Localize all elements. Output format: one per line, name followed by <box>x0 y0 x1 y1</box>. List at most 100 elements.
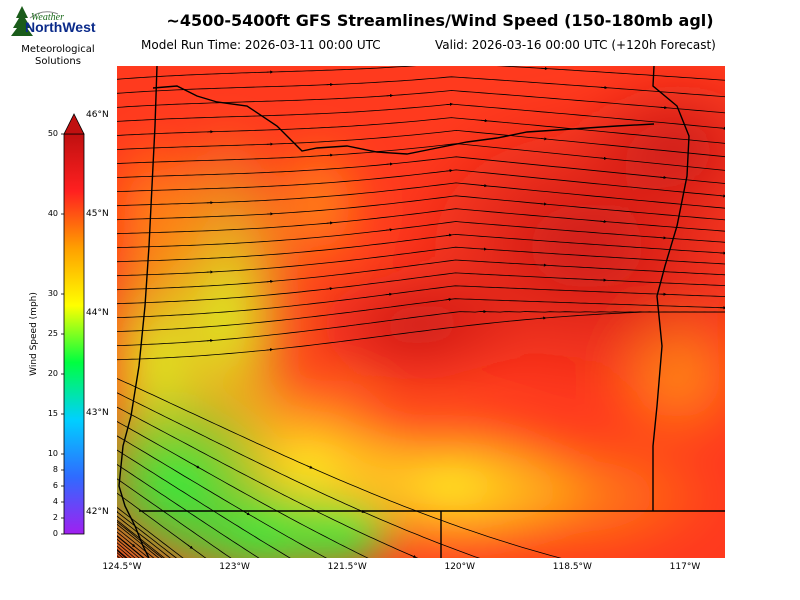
streamline-arrow <box>306 465 313 469</box>
streamline <box>117 298 725 333</box>
svg-text:Weather: Weather <box>31 12 64 23</box>
streamline <box>117 449 291 558</box>
coastline <box>118 66 158 558</box>
streamline-arrow <box>266 348 274 352</box>
streamline-arrow <box>244 511 251 516</box>
latitude-label: 45°N <box>86 209 109 220</box>
colorbar-tick-label: 10 <box>47 449 58 458</box>
state-boundaries <box>118 66 725 558</box>
colorbar-tick-label: 50 <box>47 129 58 138</box>
streamline <box>117 531 150 558</box>
streamline-arrow <box>445 233 453 237</box>
streamline <box>117 156 725 184</box>
colorbar-gradient <box>63 133 85 535</box>
wind-speed-colorbar <box>61 113 85 535</box>
streamline <box>117 478 232 558</box>
wind-field-shading <box>117 66 725 558</box>
longitude-label: 124.5°W <box>102 562 142 572</box>
streamline <box>117 285 725 319</box>
streamline <box>117 535 145 558</box>
streamline-arrow <box>446 102 454 106</box>
logo-line-1: Meteorological <box>21 44 95 55</box>
colorbar-tick-label: 20 <box>47 369 58 378</box>
streamline <box>117 76 725 98</box>
streamline <box>117 169 725 197</box>
streamline <box>117 103 725 129</box>
washington-oregon-border <box>152 85 655 155</box>
streamline-arrow <box>130 542 136 548</box>
streamline-arrow <box>600 156 608 160</box>
svg-text:NorthWest: NorthWest <box>25 19 96 35</box>
streamline <box>117 519 166 558</box>
streamline <box>117 515 171 558</box>
streamline-arrow <box>480 184 488 188</box>
streamline <box>117 233 725 263</box>
streamline-arrow <box>410 554 417 558</box>
streamline <box>117 492 207 558</box>
streamline <box>117 507 184 558</box>
latitude-label: 46°N <box>86 109 109 120</box>
streamline <box>117 406 419 558</box>
streamline-map <box>117 66 725 558</box>
streamline <box>117 221 725 249</box>
streamline <box>117 527 155 558</box>
colorbar-tick-label: 40 <box>47 209 58 218</box>
streamline-arrow <box>481 119 488 123</box>
weather-northwest-logo: Weather NorthWest <box>8 4 108 70</box>
longitude-label: 123°W <box>219 562 250 572</box>
colorbar-tick-label: 25 <box>47 329 58 338</box>
colorbar-tick-label: 30 <box>47 289 58 298</box>
colorbar-extend-arrow <box>63 113 85 135</box>
streamline-arrow <box>326 287 333 291</box>
colorbar-tick-label: 6 <box>52 481 58 490</box>
colorbar-tick-label: 0 <box>52 529 58 538</box>
streamline <box>117 511 177 558</box>
streamline <box>117 208 725 235</box>
streamline <box>117 549 127 558</box>
streamline <box>117 523 160 558</box>
valid-time: Valid: 2026-03-16 00:00 UTC (+120h Forec… <box>435 38 716 52</box>
longitude-label: 117°W <box>669 562 701 572</box>
streamline-arrow <box>193 464 200 469</box>
streamline-arrow <box>385 292 393 296</box>
pine-tree-icon: Weather NorthWest <box>11 6 96 36</box>
map-title: ~4500-5400ft GFS Streamlines/Wind Speed … <box>166 11 714 30</box>
streamline <box>117 129 725 158</box>
streamline <box>117 311 725 361</box>
streamline-arrow <box>326 221 334 225</box>
streamlines <box>117 66 725 558</box>
streamline-arrow <box>445 297 452 302</box>
latitude-label: 44°N <box>86 308 109 319</box>
streamline-arrow <box>540 137 548 141</box>
streamline <box>117 90 725 114</box>
streamline <box>117 463 260 558</box>
colorbar-tick-label: 15 <box>47 409 58 418</box>
streamline <box>117 538 140 558</box>
streamline-arrow <box>719 194 725 198</box>
streamline <box>117 435 327 558</box>
streamline <box>117 272 725 305</box>
latitude-label: 43°N <box>86 407 109 418</box>
streamline <box>117 392 480 558</box>
streamline-arrow <box>446 169 453 173</box>
streamline <box>117 259 725 291</box>
streamline <box>117 195 725 221</box>
colorbar-tick-label: 2 <box>52 513 58 522</box>
streamline <box>117 521 163 558</box>
streamline <box>117 378 562 558</box>
streamline <box>117 421 369 558</box>
longitude-label: 118.5°W <box>552 562 592 572</box>
streamline <box>117 143 725 171</box>
longitude-label: 120°W <box>444 562 476 572</box>
streamline <box>117 542 136 558</box>
colorbar-label: Wind Speed (mph) <box>29 292 39 376</box>
longitude-label: 121.5°W <box>327 562 367 572</box>
logo-line-2: Solutions <box>35 56 81 67</box>
model-run-time: Model Run Time: 2026-03-11 00:00 UTC <box>141 38 381 52</box>
latitude-label: 42°N <box>86 507 109 518</box>
oregon-idaho-border <box>652 66 690 511</box>
streamline <box>117 66 725 81</box>
colorbar-tick-label: 8 <box>52 465 58 474</box>
streamline-arrow <box>187 544 194 549</box>
streamline-arrow <box>386 228 393 232</box>
